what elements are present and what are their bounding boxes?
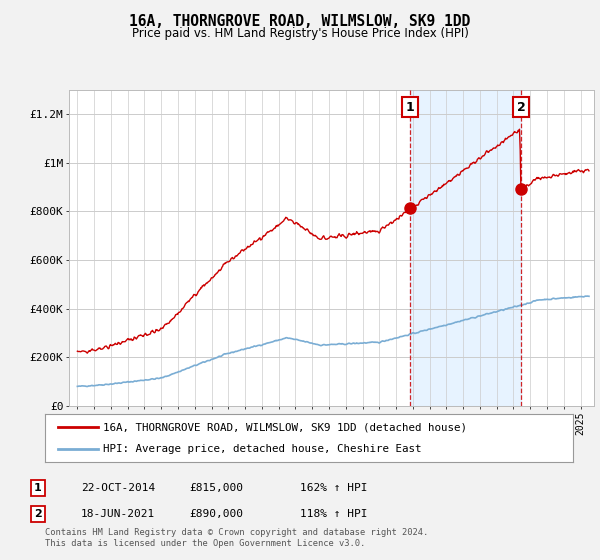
Text: Price paid vs. HM Land Registry's House Price Index (HPI): Price paid vs. HM Land Registry's House …: [131, 27, 469, 40]
Text: 2: 2: [34, 509, 41, 519]
Text: 16A, THORNGROVE ROAD, WILMSLOW, SK9 1DD: 16A, THORNGROVE ROAD, WILMSLOW, SK9 1DD: [130, 14, 470, 29]
Text: 2: 2: [517, 101, 526, 114]
Text: £815,000: £815,000: [189, 483, 243, 493]
Text: Contains HM Land Registry data © Crown copyright and database right 2024.
This d: Contains HM Land Registry data © Crown c…: [45, 528, 428, 548]
Text: 118% ↑ HPI: 118% ↑ HPI: [300, 509, 367, 519]
Text: 1: 1: [34, 483, 41, 493]
Text: 1: 1: [405, 101, 414, 114]
Text: £890,000: £890,000: [189, 509, 243, 519]
Text: 162% ↑ HPI: 162% ↑ HPI: [300, 483, 367, 493]
Text: 16A, THORNGROVE ROAD, WILMSLOW, SK9 1DD (detached house): 16A, THORNGROVE ROAD, WILMSLOW, SK9 1DD …: [103, 422, 467, 432]
Text: 22-OCT-2014: 22-OCT-2014: [81, 483, 155, 493]
Bar: [410, 90, 521, 406]
Text: HPI: Average price, detached house, Cheshire East: HPI: Average price, detached house, Ches…: [103, 444, 422, 454]
Text: 18-JUN-2021: 18-JUN-2021: [81, 509, 155, 519]
